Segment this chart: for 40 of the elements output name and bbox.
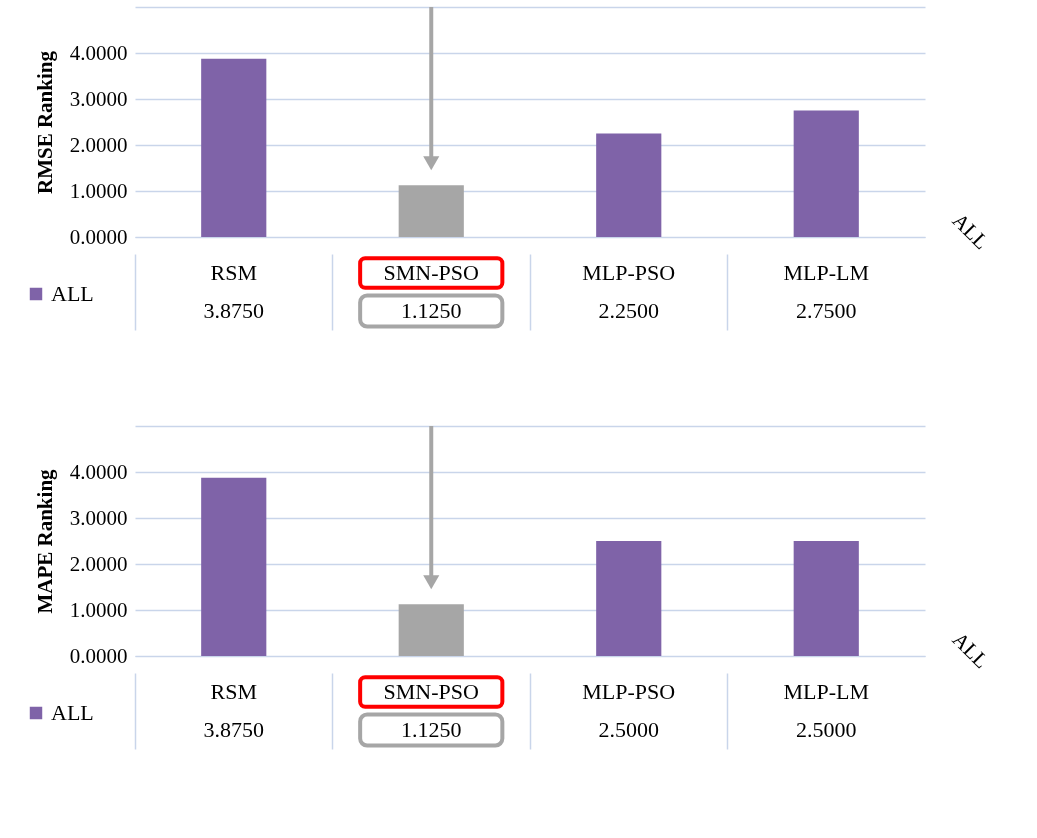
x-tick-label: MLP-LM (783, 679, 870, 704)
y-tick-label: 4.0000 (69, 459, 128, 484)
y-tick-label: 3.0000 (69, 505, 128, 530)
y-tick-label: 0.0000 (69, 643, 128, 668)
x-tick-label: RSM (210, 260, 257, 285)
x-tick-label: MLP-PSO (582, 260, 676, 285)
bar (201, 477, 267, 656)
text: ALL (947, 627, 994, 674)
y-tick-label: 1.0000 (69, 178, 128, 203)
text: ALL (947, 208, 994, 255)
y-tick-label: 2.0000 (69, 551, 128, 576)
data-label: 2.2500 (598, 298, 659, 323)
data-label: 3.8750 (203, 717, 264, 742)
data-label: 2.7500 (796, 298, 857, 323)
y-tick-label: 1.0000 (69, 597, 128, 622)
x-tick-label: MLP-LM (783, 260, 870, 285)
y-tick-label: 0.0000 (69, 224, 128, 249)
data-label: 1.1250 (401, 298, 462, 323)
bar (398, 185, 464, 237)
x-tick-label: MLP-PSO (582, 679, 676, 704)
bar (793, 110, 859, 237)
data-label: 3.8750 (203, 298, 264, 323)
x-tick-label: SMN-PSO (383, 260, 479, 285)
y-tick-label: 4.0000 (69, 40, 128, 65)
legend-label: ALL (51, 281, 94, 306)
y-axis-title: MAPE Ranking (32, 468, 57, 614)
x-tick-label: RSM (210, 679, 257, 704)
data-label: 2.5000 (598, 717, 659, 742)
y-axis-title: RMSE Ranking (32, 50, 57, 194)
bar (398, 604, 464, 656)
bar (201, 58, 267, 237)
data-label: 2.5000 (796, 717, 857, 742)
bar (596, 541, 662, 656)
data-label: 1.1250 (401, 717, 462, 742)
y-tick-label: 3.0000 (69, 86, 128, 111)
y-tick-label: 2.0000 (69, 132, 128, 157)
bar (793, 541, 859, 656)
x-tick-label: SMN-PSO (383, 679, 479, 704)
legend-label: ALL (51, 700, 94, 725)
bar (596, 133, 662, 237)
